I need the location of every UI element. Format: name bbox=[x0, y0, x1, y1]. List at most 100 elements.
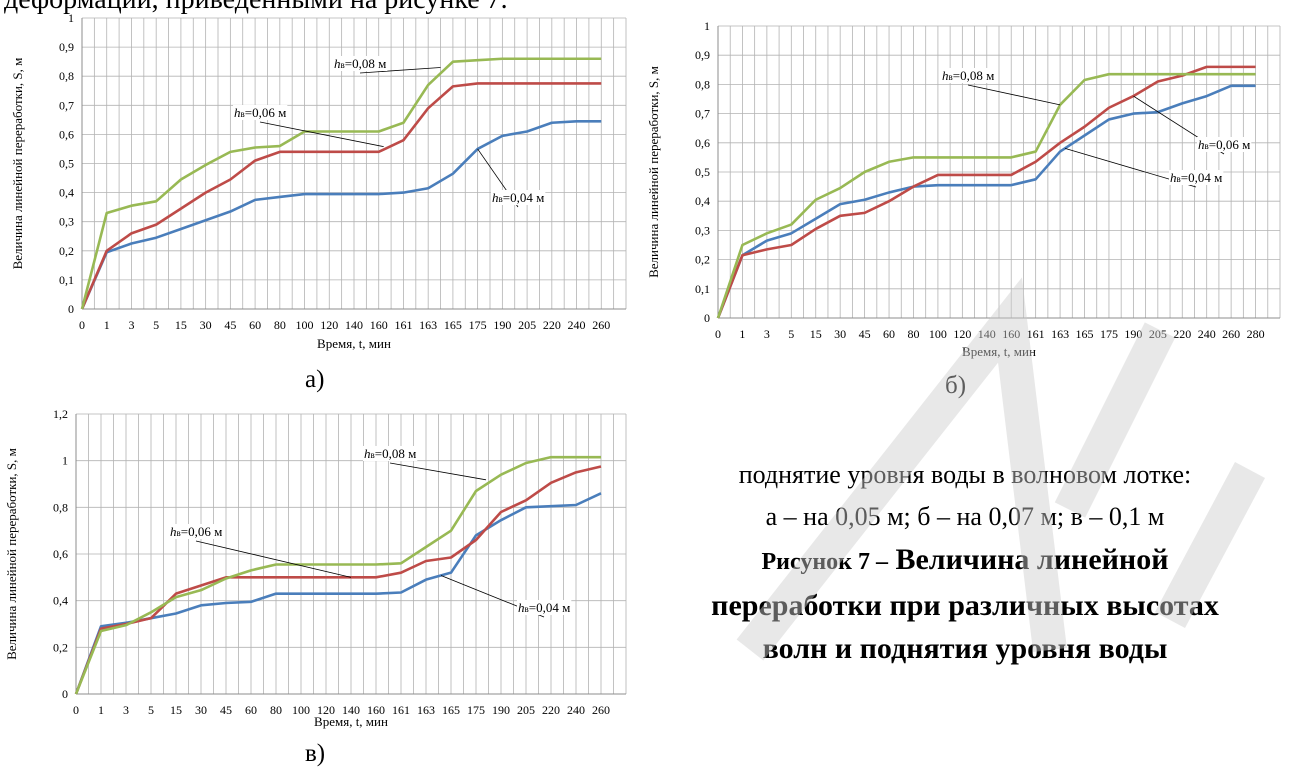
x-tick-label: 120 bbox=[953, 327, 971, 341]
annotation-value: =0,08 м bbox=[375, 446, 417, 461]
annotation-sub: в bbox=[525, 604, 529, 614]
y-axis-title: Величина линейной переработки, S, м bbox=[646, 66, 661, 278]
series-line-h008 bbox=[74, 455, 601, 695]
series-line-h004 bbox=[716, 84, 1256, 319]
x-tick-label: 100 bbox=[929, 327, 947, 341]
x-tick-label: 160 bbox=[370, 318, 388, 332]
annotation-h: h bbox=[1198, 137, 1205, 152]
x-tick-label: 205 bbox=[517, 703, 535, 717]
annotation-background bbox=[491, 190, 546, 205]
annotation-h: h bbox=[1170, 170, 1177, 185]
y-tick-label: 1,2 bbox=[53, 407, 68, 421]
x-tick-label: 60 bbox=[249, 318, 261, 332]
annotation-background bbox=[169, 524, 224, 539]
annotation-background bbox=[363, 446, 418, 461]
y-tick-label: 0,8 bbox=[59, 69, 74, 83]
chart-c-panel-label: в) bbox=[305, 740, 326, 767]
chart-b-panel-label: б) bbox=[945, 372, 967, 399]
annotation-h006: hв=0,06 м bbox=[233, 105, 384, 148]
annotation-h008: hв=0,08 м bbox=[363, 446, 487, 481]
x-tick-label: 220 bbox=[1173, 327, 1191, 341]
x-tick-label: 45 bbox=[220, 703, 232, 717]
x-tick-label: 175 bbox=[467, 703, 485, 717]
annotation-sub: в bbox=[241, 109, 245, 119]
y-tick-label: 0,1 bbox=[59, 273, 74, 287]
x-tick-label: 1 bbox=[98, 703, 104, 717]
annotation-sub: в bbox=[341, 60, 345, 70]
y-tick-label: 0,9 bbox=[59, 40, 74, 54]
x-tick-label: 260 bbox=[592, 318, 610, 332]
annotation-h004: hв=0,04 м bbox=[477, 148, 546, 208]
x-tick-label: 175 bbox=[1100, 327, 1118, 341]
x-tick-label: 175 bbox=[469, 318, 487, 332]
x-tick-label: 15 bbox=[810, 327, 822, 341]
x-tick-label: 1 bbox=[104, 318, 110, 332]
annotation-h008: hв=0,08 м bbox=[941, 68, 1061, 106]
y-tick-label: 0,4 bbox=[59, 186, 74, 200]
x-tick-label: 0 bbox=[73, 703, 79, 717]
x-tick-label: 260 bbox=[1222, 327, 1240, 341]
annotation-label: hв=0,06 м bbox=[1198, 137, 1250, 152]
y-axis-title: Величина линейной переработки, S, м bbox=[10, 58, 25, 270]
x-tick-label: 165 bbox=[1076, 327, 1094, 341]
series-line-h008 bbox=[716, 72, 1256, 319]
chart-b-svg: 0 0,1 0,2 0,3 0,4 0,5 0,6 0,7 0,8 0,9 1 0 1 3 5 15 30 45 6… bbox=[646, 19, 1281, 359]
annotation-label: hв=0,08 м bbox=[364, 446, 416, 461]
annotation-value: =0,04 м bbox=[529, 600, 571, 615]
y-tick-label: 0 bbox=[62, 687, 68, 701]
x-tick-label: 190 bbox=[492, 703, 510, 717]
x-tick-label: 190 bbox=[1124, 327, 1142, 341]
y-axis-title: Величина линейной переработки, S, м bbox=[4, 448, 19, 660]
x-tick-label: 100 bbox=[296, 318, 314, 332]
caption-title-line-1: Рисунок 7 – Величина линейной bbox=[640, 538, 1290, 584]
annotation-value: =0,06 м bbox=[245, 105, 287, 120]
y-tick-label: 0,5 bbox=[59, 157, 74, 171]
chart-c-grid bbox=[75, 413, 627, 695]
annotation-h: h bbox=[334, 56, 341, 71]
x-tick-label: 3 bbox=[123, 703, 129, 717]
x-tick-label: 280 bbox=[1247, 327, 1265, 341]
annotation-h004: hв=0,04 м bbox=[1064, 147, 1224, 188]
x-tick-label: 160 bbox=[367, 703, 385, 717]
annotation-label: hв=0,06 м bbox=[170, 524, 222, 539]
x-tick-label: 220 bbox=[543, 318, 561, 332]
series-line-h004 bbox=[74, 492, 602, 695]
figure-caption: поднятие уровня воды в волновом лотке: а… bbox=[640, 454, 1290, 670]
annotation-sub: в bbox=[371, 450, 375, 460]
y-tick-label: 1 bbox=[62, 454, 68, 468]
x-tick-label: 0 bbox=[715, 327, 721, 341]
annotation-value: =0,04 м bbox=[1181, 170, 1223, 185]
caption-line-2: а – на 0,05 м; б – на 0,07 м; в – 0,1 м bbox=[765, 502, 1165, 531]
caption-title-rest: Величина линейной bbox=[895, 543, 1169, 576]
top-text: деформаций, приведенными на рисунке 7. bbox=[4, 0, 508, 16]
x-tick-label: 80 bbox=[270, 703, 282, 717]
annotation-label: hв=0,08 м bbox=[334, 56, 386, 71]
x-tick-label: 240 bbox=[567, 703, 585, 717]
y-tick-label: 0,8 bbox=[695, 77, 710, 91]
chart-a-svg: 0 0,1 0,2 0,3 0,4 0,5 0,6 0,7 0,8 0,9 1 0 1 3 5 15 30 45 6… bbox=[10, 11, 627, 351]
annotation-leader-line bbox=[359, 67, 441, 74]
x-tick-label: 161 bbox=[1027, 327, 1045, 341]
chart-c-svg: 0 0,2 0,4 0,6 0,8 1 1,2 0 1 3 5 15 30 45 60 80 100 120 140… bbox=[4, 407, 627, 729]
x-tick-label: 260 bbox=[592, 703, 610, 717]
y-tick-label: 0,2 bbox=[59, 244, 74, 258]
y-tick-label: 0,8 bbox=[53, 500, 68, 514]
y-tick-label: 1 bbox=[68, 11, 74, 25]
x-tick-label: 240 bbox=[568, 318, 586, 332]
annotation-label: hв=0,04 м bbox=[1170, 170, 1222, 185]
x-tick-label: 30 bbox=[834, 327, 846, 341]
x-tick-label: 3 bbox=[128, 318, 134, 332]
annotation-sub: в bbox=[1205, 141, 1209, 151]
series-line-h008 bbox=[80, 57, 602, 310]
x-tick-label: 205 bbox=[1149, 327, 1167, 341]
y-tick-label: 0,7 bbox=[59, 98, 74, 112]
x-tick-label: 15 bbox=[175, 318, 187, 332]
x-tick-label: 120 bbox=[320, 318, 338, 332]
x-tick-label: 1 bbox=[739, 327, 745, 341]
annotation-h: h bbox=[518, 600, 525, 615]
x-tick-label: 163 bbox=[419, 318, 437, 332]
annotation-label: hв=0,04 м bbox=[518, 600, 570, 615]
x-tick-label: 30 bbox=[200, 318, 212, 332]
annotation-sub: в bbox=[177, 528, 181, 538]
x-tick-label: 3 bbox=[764, 327, 770, 341]
